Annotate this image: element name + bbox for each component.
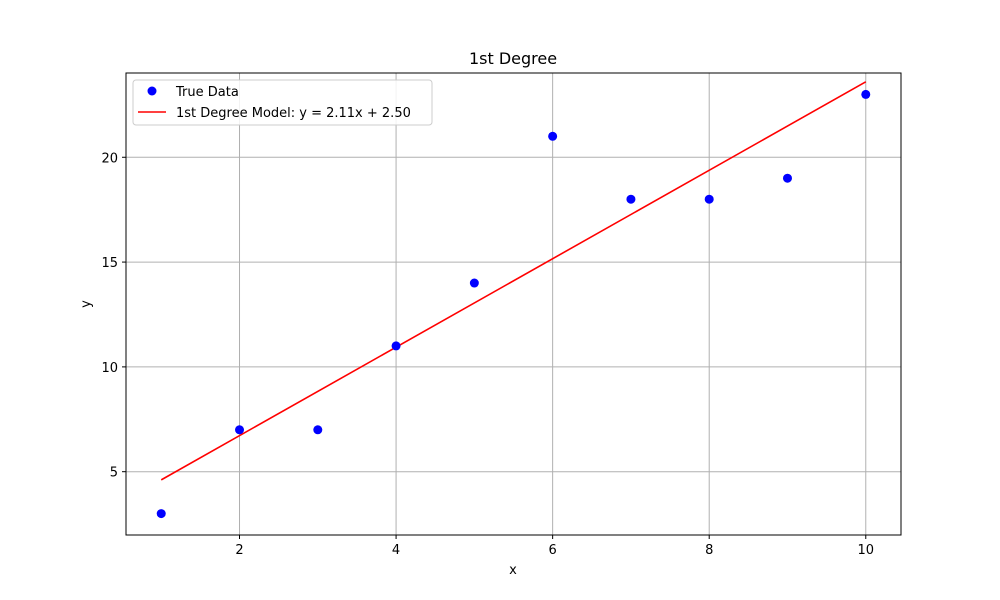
data-point [704,194,714,204]
axis-ticks: 2 4 6 8 10 5 10 15 20 [101,151,874,558]
data-point [782,173,792,183]
grid [126,73,901,535]
data-point [861,89,871,99]
data-point [548,131,558,141]
legend-label: True Data [175,85,239,100]
data-point [391,341,401,351]
y-tick-label: 15 [101,256,118,271]
plot-frame [125,72,902,536]
x-tick-label: 6 [549,543,557,558]
data-point [626,194,636,204]
x-tick-label: 8 [705,543,713,558]
x-tick-label: 4 [392,543,400,558]
x-tick-label: 2 [235,543,243,558]
x-tick-label: 10 [857,543,874,558]
y-axis-label: y [79,300,94,308]
plot-series [156,81,871,519]
y-tick-label: 20 [101,151,118,166]
legend-label: 1st Degree Model: y = 2.11x + 2.50 [176,106,411,121]
chart-title: 1st Degree [469,49,557,68]
data-point [469,278,479,288]
x-axis-label: x [509,563,517,578]
model-line [160,81,867,481]
legend: True Data 1st Degree Model: y = 2.11x + 2… [132,79,433,126]
legend-marker-scatter [147,86,157,96]
data-point [156,509,166,519]
data-point [235,425,245,435]
data-point [313,425,323,435]
legend-box [132,79,433,126]
y-tick-label: 10 [101,361,118,376]
y-tick-label: 5 [110,466,118,481]
